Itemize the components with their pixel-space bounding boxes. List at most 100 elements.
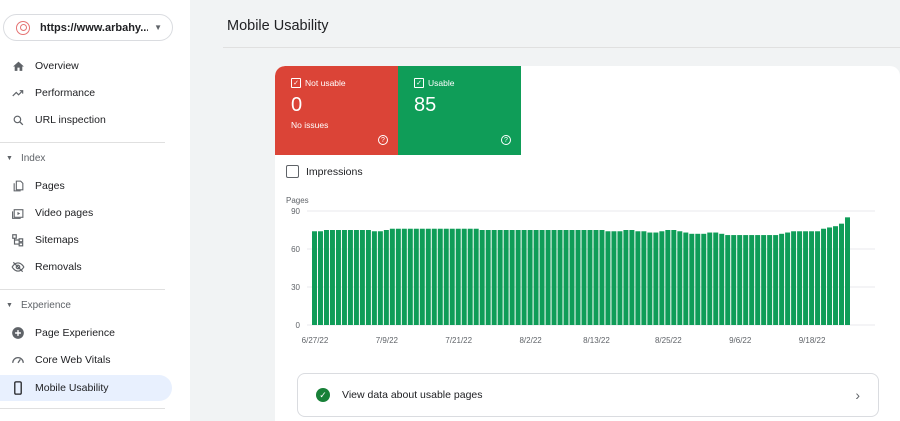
bar (605, 231, 611, 325)
bar (425, 228, 431, 325)
bar (455, 228, 461, 325)
checkbox-checked-icon[interactable]: ✓ (414, 78, 424, 88)
bar (449, 228, 455, 325)
not-usable-tile[interactable]: ✓ Not usable 0 No issues ? (275, 66, 398, 155)
impressions-label: Impressions (306, 165, 363, 178)
bar (707, 232, 713, 325)
bar (689, 233, 695, 325)
nav-label: Page Experience (35, 327, 115, 339)
bar (521, 230, 527, 325)
nav-sitemaps[interactable]: Sitemaps (0, 227, 172, 253)
bar (803, 231, 809, 325)
section-index-toggle[interactable]: ▼ Index (6, 153, 45, 164)
bar (749, 235, 755, 325)
nav-url-inspection[interactable]: URL inspection (0, 107, 172, 133)
bar (647, 232, 653, 325)
checkbox-unchecked-icon[interactable] (286, 165, 299, 178)
bar (539, 230, 545, 325)
bar (551, 230, 557, 325)
nav-removals[interactable]: Removals (0, 254, 172, 280)
nav-overview[interactable]: Overview (0, 53, 172, 79)
bar (797, 231, 803, 325)
bar (467, 228, 473, 325)
report-card: ✓ Not usable 0 No issues ? ✓ Usable 85 ?… (275, 66, 900, 421)
nav-label: Performance (35, 87, 96, 99)
view-usable-pages-label: View data about usable pages (342, 389, 483, 401)
collapse-caret-icon: ▼ (6, 155, 13, 162)
nav-label: URL inspection (35, 114, 106, 126)
nav-core-web-vitals[interactable]: Core Web Vitals (0, 347, 172, 373)
bar (509, 230, 515, 325)
property-selector[interactable]: https://www.arbahy.... ▼ (3, 14, 173, 41)
impressions-toggle[interactable]: Impressions (286, 165, 363, 178)
trending-up-icon (10, 85, 26, 101)
bar (317, 231, 323, 325)
y-tick-label: 0 (296, 321, 301, 330)
check-circle-icon: ✓ (316, 388, 330, 402)
header-divider (223, 47, 900, 48)
nav-label: Pages (35, 180, 65, 192)
not-usable-label: Not usable (305, 78, 346, 88)
help-icon[interactable]: ? (378, 135, 388, 145)
nav-label: Video pages (35, 207, 94, 219)
bar (815, 231, 821, 325)
bar (785, 232, 791, 325)
nav-performance[interactable]: Performance (0, 80, 172, 106)
bar (641, 231, 647, 325)
bar (791, 231, 797, 325)
bar (533, 230, 539, 325)
nav-label: Core Web Vitals (35, 354, 111, 366)
bar (515, 230, 521, 325)
bar (365, 230, 371, 325)
bar (755, 235, 761, 325)
bar (833, 226, 839, 325)
bar (611, 231, 617, 325)
page-title: Mobile Usability (227, 18, 329, 34)
checkbox-checked-icon[interactable]: ✓ (291, 78, 301, 88)
nav-label: Sitemaps (35, 234, 79, 246)
nav-pages[interactable]: Pages (0, 173, 172, 199)
bar (695, 233, 701, 325)
nav-label: Removals (35, 261, 82, 273)
divider (0, 142, 165, 143)
bar (437, 228, 443, 325)
bar (623, 230, 629, 325)
y-tick-label: 30 (291, 283, 300, 292)
bar (713, 232, 719, 325)
bar (575, 230, 581, 325)
dropdown-caret-icon: ▼ (154, 23, 162, 32)
usable-tile[interactable]: ✓ Usable 85 ? (398, 66, 521, 155)
bar (347, 230, 353, 325)
y-tick-label: 60 (291, 245, 300, 254)
collapse-caret-icon: ▼ (6, 302, 13, 309)
nav-page-experience[interactable]: Page Experience (0, 320, 172, 346)
sitemap-icon (10, 232, 26, 248)
bar (599, 230, 605, 325)
bar (473, 228, 479, 325)
nav-mobile-usability[interactable]: Mobile Usability (0, 375, 172, 401)
bar (461, 228, 467, 325)
search-icon (10, 112, 26, 128)
home-icon (10, 58, 26, 74)
nav-video-pages[interactable]: Video pages (0, 200, 172, 226)
x-tick-label: 8/13/22 (583, 336, 610, 345)
bar (545, 230, 551, 325)
section-experience-toggle[interactable]: ▼ Experience (6, 300, 71, 311)
y-axis-title: Pages (286, 196, 309, 205)
bar (335, 230, 341, 325)
bar (401, 228, 407, 325)
x-tick-label: 7/9/22 (376, 336, 399, 345)
bar (671, 230, 677, 325)
bar (389, 228, 395, 325)
bar (557, 230, 563, 325)
bar (821, 228, 827, 325)
bar (395, 228, 401, 325)
not-usable-count: 0 (291, 94, 303, 116)
chevron-right-icon: › (855, 387, 860, 403)
y-tick-label: 90 (291, 207, 300, 216)
view-usable-pages-row[interactable]: ✓ View data about usable pages › (297, 373, 879, 417)
bar (629, 230, 635, 325)
nav-label: Overview (35, 60, 79, 72)
pages-chart: Pages 0 30 60 90 6/27/22 7/9/22 7/21/22 8/2/22 8/… (275, 191, 900, 351)
help-icon[interactable]: ? (501, 135, 511, 145)
